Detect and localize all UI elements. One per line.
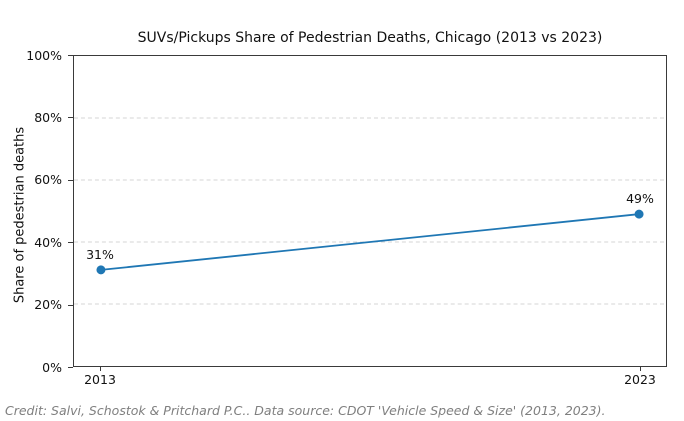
y-tick-label: 0%: [42, 359, 62, 375]
x-tick-mark: [100, 367, 102, 371]
data-point-marker: [634, 209, 644, 219]
y-tick-label: 80%: [34, 109, 62, 125]
point-value-label: 31%: [86, 246, 114, 262]
data-point-marker: [96, 265, 106, 275]
y-tick-mark: [68, 304, 73, 306]
y-tick-mark: [68, 117, 73, 119]
chart-title: SUVs/Pickups Share of Pedestrian Deaths,…: [137, 30, 603, 46]
y-axis-label-text: Share of pedestrian deaths: [12, 126, 28, 304]
credit-line: Credit: Salvi, Schostok & Pritchard P.C.…: [5, 403, 606, 418]
series-line: [100, 213, 640, 271]
y-tick-mark: [68, 242, 73, 244]
point-value-label: 49%: [626, 190, 654, 206]
y-tick-mark: [68, 55, 73, 56]
y-tick-label: 100%: [26, 47, 62, 63]
line-chart-svg: [74, 117, 666, 305]
y-tick-label: 20%: [34, 297, 62, 313]
y-tick-mark: [68, 367, 73, 368]
x-tick-label: 2013: [84, 372, 116, 387]
y-tick-label: 60%: [34, 172, 62, 188]
x-tick-mark: [639, 367, 641, 371]
y-tick-mark: [68, 179, 73, 181]
plot-area: [73, 55, 667, 367]
y-tick-label: 40%: [34, 234, 62, 250]
x-tick-label: 2023: [624, 372, 656, 387]
